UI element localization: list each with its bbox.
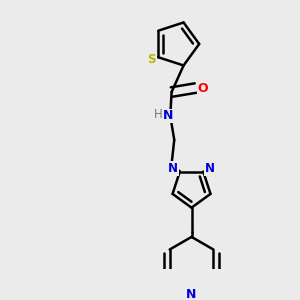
- Text: N: N: [162, 110, 173, 122]
- Text: S: S: [147, 53, 156, 66]
- Text: H: H: [154, 108, 163, 121]
- Text: N: N: [205, 162, 215, 175]
- Text: O: O: [198, 82, 208, 94]
- Text: N: N: [186, 288, 197, 300]
- Text: N: N: [168, 162, 178, 175]
